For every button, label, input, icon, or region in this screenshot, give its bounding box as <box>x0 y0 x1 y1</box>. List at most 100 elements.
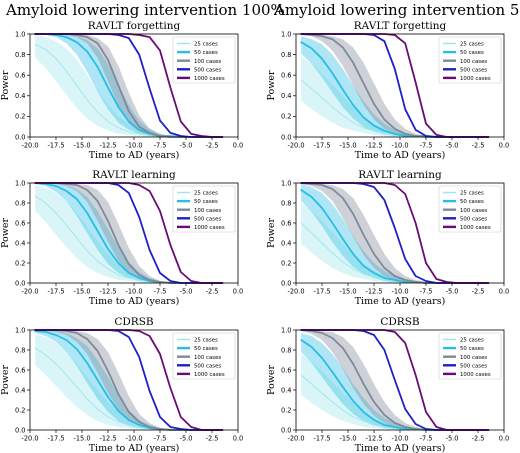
chart-panel-2: RAVLT forgetting -20.0 -17.5 -15.0 -12.5 -10.… <box>266 20 509 161</box>
y-tick-label: 0.4 <box>15 386 26 394</box>
legend-entry: 25 cases <box>194 338 218 344</box>
x-tick-label: -2.5 <box>472 142 485 150</box>
x-tick-label: -17.5 <box>47 288 64 296</box>
x-tick-label: -15.0 <box>339 142 356 150</box>
y-tick-label: 0.0 <box>281 426 292 434</box>
x-tick-label: -20.0 <box>287 435 304 443</box>
x-tick-label: -12.5 <box>365 435 382 443</box>
x-tick-label: -10.0 <box>391 142 408 150</box>
legend-entry: 1000 cases <box>194 225 225 231</box>
legend-entry: 100 cases <box>194 59 221 65</box>
x-tick-label: -17.5 <box>313 142 330 150</box>
legend-entry: 100 cases <box>194 208 221 214</box>
y-tick-label: 0.4 <box>15 92 26 100</box>
confidence-band <box>35 334 223 430</box>
x-tick-label: -12.5 <box>365 288 382 296</box>
x-tick-label: -2.5 <box>206 435 219 443</box>
panel-title: RAVLT forgetting <box>88 20 181 32</box>
x-tick-label: -7.5 <box>420 142 433 150</box>
panel-title: RAVLT forgetting <box>354 20 447 32</box>
x-tick-label: -12.5 <box>99 288 116 296</box>
y-tick-label: 0.4 <box>15 239 26 247</box>
x-tick-label: -5.0 <box>180 435 193 443</box>
y-tick-label: 0.2 <box>15 259 26 267</box>
legend-frame <box>172 36 236 84</box>
chart-panel-6: CDRSB -20.0 -17.5 -15.0 -12.5 -10.0 -7.5 -5.0 -2… <box>266 316 509 453</box>
x-tick-label: -2.5 <box>206 142 219 150</box>
legend-frame <box>172 332 236 380</box>
column-title-100: Amyloid lowering intervention 100% <box>6 1 285 19</box>
x-tick-label: -20.0 <box>287 142 304 150</box>
y-tick-label: 0.4 <box>281 92 292 100</box>
x-tick-label: -7.5 <box>154 288 167 296</box>
y-tick-label: 0.6 <box>15 72 26 80</box>
y-tick-label: 0.2 <box>281 259 292 267</box>
legend-entry: 1000 cases <box>460 76 491 82</box>
x-tick-label: -2.5 <box>472 288 485 296</box>
confidence-band <box>301 354 489 430</box>
x-tick-label: -15.0 <box>339 435 356 443</box>
x-tick-label: -15.0 <box>73 288 90 296</box>
legend: 25 cases 50 cases 100 cases 500 cases 1000 c… <box>172 36 236 84</box>
x-tick-label: -15.0 <box>339 288 356 296</box>
x-tick-label: -17.5 <box>313 435 330 443</box>
y-tick-label: 0.0 <box>281 279 292 287</box>
legend-entry: 500 cases <box>194 216 221 222</box>
legend-entry: 25 cases <box>460 42 484 48</box>
x-tick-label: -17.5 <box>313 288 330 296</box>
x-axis-label: Time to AD (years) <box>355 443 446 453</box>
legend-entry: 25 cases <box>460 191 484 197</box>
x-tick-label: -15.0 <box>73 142 90 150</box>
x-tick-label: -12.5 <box>365 142 382 150</box>
legend-entry: 50 cases <box>460 50 484 56</box>
confidence-band <box>301 203 489 283</box>
chart-panel-3: RAVLT learning -20.0 -17.5 -15.0 -12.5 -10.0 -… <box>0 169 243 307</box>
x-tick-label: 0.0 <box>233 435 244 443</box>
y-tick-label: 1.0 <box>15 326 26 334</box>
y-tick-label: 0.6 <box>281 72 292 80</box>
x-tick-label: -5.0 <box>180 142 193 150</box>
legend-entry: 500 cases <box>460 363 487 369</box>
x-tick-label: -7.5 <box>154 435 167 443</box>
legend: 25 cases 50 cases 100 cases 500 cases 1000 c… <box>172 332 236 380</box>
x-tick-label: -10.0 <box>391 288 408 296</box>
legend-entry: 1000 cases <box>194 76 225 82</box>
legend-entry: 25 cases <box>194 42 218 48</box>
legend-entry: 1000 cases <box>460 225 491 231</box>
confidence-band <box>301 183 489 283</box>
legend-frame <box>438 36 502 84</box>
y-axis-label: Power <box>0 218 11 248</box>
y-tick-label: 0.2 <box>15 113 26 121</box>
y-tick-label: 0.6 <box>281 366 292 374</box>
legend-frame <box>438 332 502 380</box>
x-tick-label: 0.0 <box>499 288 510 296</box>
legend-entry: 500 cases <box>460 216 487 222</box>
column-title-50: Amyloid lowering intervention 50% <box>274 1 520 19</box>
confidence-band <box>35 35 223 137</box>
y-axis-label: Power <box>0 365 11 395</box>
legend-entry: 100 cases <box>460 355 487 361</box>
legend-entry: 500 cases <box>194 363 221 369</box>
legend: 25 cases 50 cases 100 cases 500 cases 1000 c… <box>172 185 236 233</box>
chart-panel-5: CDRSB -20.0 -17.5 -15.0 -12.5 -10.0 -7.5 -5.0 -2… <box>0 316 243 453</box>
y-tick-label: 0.8 <box>15 346 26 354</box>
confidence-band <box>35 183 223 283</box>
legend-entry: 100 cases <box>460 59 487 65</box>
legend: 25 cases 50 cases 100 cases 500 cases 1000 c… <box>438 36 502 84</box>
y-tick-label: 0.8 <box>281 199 292 207</box>
y-tick-label: 1.0 <box>281 326 292 334</box>
legend-entry: 500 cases <box>460 67 487 73</box>
x-tick-label: -10.0 <box>125 288 142 296</box>
legend-entry: 50 cases <box>194 50 218 56</box>
y-tick-label: 0.8 <box>15 51 26 59</box>
x-tick-label: -20.0 <box>21 288 38 296</box>
x-tick-label: -12.5 <box>99 435 116 443</box>
y-tick-label: 1.0 <box>281 179 292 187</box>
y-tick-label: 0.0 <box>15 426 26 434</box>
x-tick-label: -10.0 <box>125 142 142 150</box>
y-tick-label: 0.6 <box>15 219 26 227</box>
legend-entry: 100 cases <box>460 208 487 214</box>
y-tick-label: 0.8 <box>281 51 292 59</box>
x-tick-label: -12.5 <box>99 142 116 150</box>
